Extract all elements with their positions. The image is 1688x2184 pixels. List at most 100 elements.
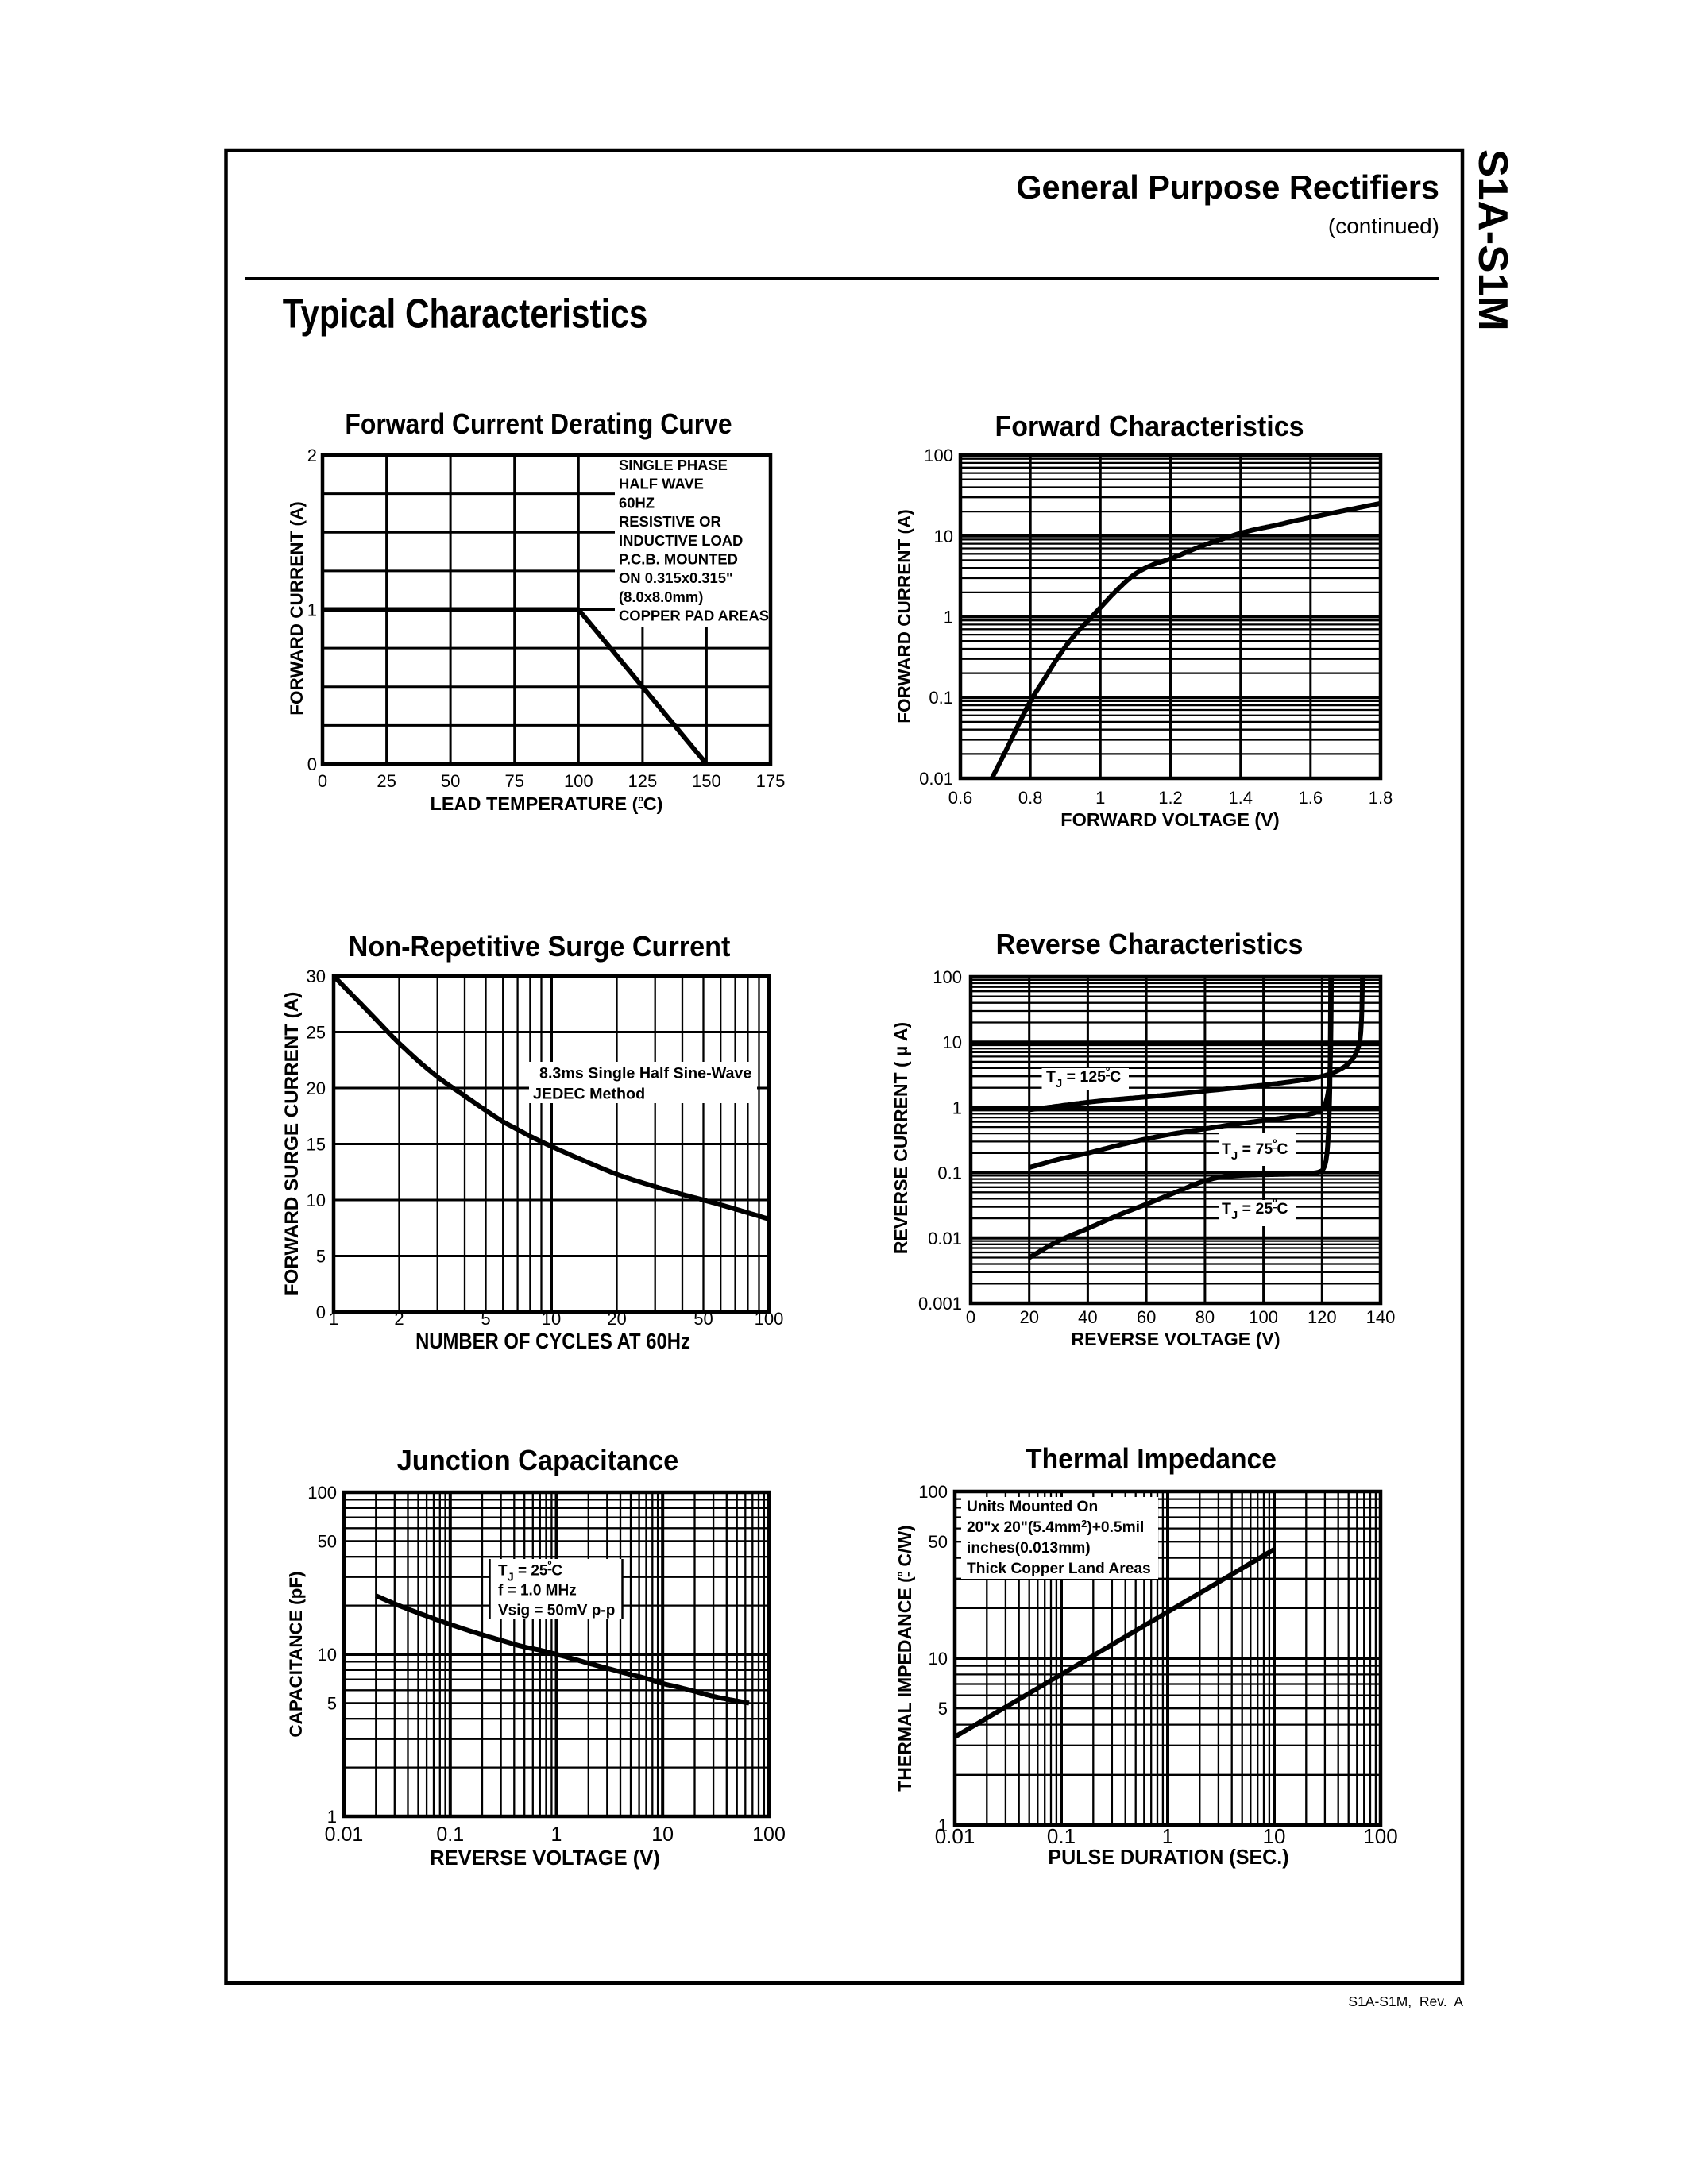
svg-text:125: 125 (628, 771, 658, 791)
svg-text:HALF WAVE: HALF WAVE (619, 476, 704, 492)
svg-text:100: 100 (918, 1482, 948, 1502)
svg-text:50: 50 (318, 1531, 337, 1551)
svg-text:50: 50 (929, 1532, 948, 1552)
svg-text:P.C.B. MOUNTED: P.C.B. MOUNTED (619, 551, 738, 568)
svg-text:0.01: 0.01 (928, 1229, 962, 1248)
svg-text:5: 5 (481, 1309, 490, 1329)
svg-text:0.01: 0.01 (919, 769, 953, 789)
svg-text:10: 10 (1263, 1824, 1286, 1848)
svg-text:0.1: 0.1 (436, 1823, 464, 1846)
svg-text:40: 40 (1078, 1307, 1097, 1327)
svg-text:20: 20 (607, 1309, 626, 1329)
svg-text:5: 5 (938, 1699, 948, 1719)
svg-text:20: 20 (1019, 1307, 1038, 1327)
svg-text:Units Mounted On: Units Mounted On (967, 1499, 1098, 1515)
svg-text:0.001: 0.001 (918, 1294, 962, 1314)
svg-text:20"x 20"(5.4mm2)+0.5mil: 20"x 20"(5.4mm2)+0.5mil (967, 1518, 1144, 1536)
svg-text:0: 0 (966, 1307, 975, 1327)
svg-text:20: 20 (307, 1078, 326, 1098)
svg-text:1: 1 (944, 608, 953, 627)
svg-text:S1A-S1M: S1A-S1M (1470, 149, 1516, 331)
svg-text:Forward Characteristics: Forward Characteristics (995, 411, 1304, 442)
svg-text:2: 2 (307, 446, 317, 465)
svg-text:120: 120 (1308, 1307, 1337, 1327)
svg-text:100: 100 (924, 446, 953, 465)
svg-text:1: 1 (329, 1309, 338, 1329)
svg-text:10: 10 (934, 527, 953, 546)
svg-text:0.1: 0.1 (929, 688, 953, 708)
svg-text:0: 0 (318, 771, 327, 791)
svg-text:COPPER PAD AREAS: COPPER PAD AREAS (619, 608, 769, 624)
svg-text:75: 75 (504, 771, 523, 791)
svg-text:(continued): (continued) (1328, 214, 1439, 238)
svg-text:50: 50 (441, 771, 460, 791)
svg-text:RESISTIVE OR: RESISTIVE OR (619, 513, 721, 530)
svg-text:0.1: 0.1 (1047, 1824, 1076, 1848)
svg-text:Thick Copper Land Areas: Thick Copper Land Areas (967, 1561, 1151, 1577)
svg-text:15: 15 (307, 1135, 326, 1155)
svg-text:1.2: 1.2 (1158, 788, 1183, 808)
svg-text:100: 100 (307, 1483, 337, 1503)
svg-text:S1A-S1M, Rev. A: S1A-S1M, Rev. A (1348, 1993, 1463, 2009)
svg-text:100: 100 (752, 1823, 786, 1846)
svg-text:Reverse Characteristics: Reverse Characteristics (996, 928, 1304, 960)
svg-text:1.4: 1.4 (1228, 788, 1253, 808)
svg-text:LEAD TEMPERATURE (ºC): LEAD TEMPERATURE (ºC) (431, 793, 663, 814)
svg-text:2: 2 (394, 1309, 404, 1329)
svg-text:10: 10 (929, 1649, 948, 1669)
svg-text:JEDEC Method: JEDEC Method (533, 1086, 645, 1103)
svg-text:REVERSE VOLTAGE (V): REVERSE VOLTAGE (V) (430, 1847, 660, 1870)
svg-text:1: 1 (1095, 788, 1105, 808)
svg-text:Non-Repetitive Surge Current: Non-Repetitive Surge Current (349, 931, 731, 963)
svg-text:ON 0.315x0.315": ON 0.315x0.315" (619, 569, 733, 586)
svg-text:1.8: 1.8 (1369, 788, 1393, 808)
svg-text:5: 5 (327, 1693, 337, 1713)
svg-text:5: 5 (316, 1247, 326, 1267)
svg-text:1: 1 (1162, 1824, 1173, 1848)
svg-text:Vsig = 50mV p-p: Vsig = 50mV p-p (498, 1603, 615, 1619)
svg-text:100: 100 (564, 771, 593, 791)
svg-text:1: 1 (551, 1823, 562, 1846)
svg-text:10: 10 (307, 1190, 326, 1210)
svg-text:0.01: 0.01 (935, 1824, 975, 1848)
svg-text:0.8: 0.8 (1018, 788, 1043, 808)
svg-text:0.01: 0.01 (325, 1823, 364, 1846)
svg-text:FORWARD VOLTAGE (V): FORWARD VOLTAGE (V) (1060, 809, 1279, 830)
svg-text:f = 1.0 MHz: f = 1.0 MHz (498, 1583, 577, 1599)
svg-text:INDUCTIVE LOAD: INDUCTIVE LOAD (619, 532, 743, 549)
svg-text:0: 0 (307, 754, 317, 774)
svg-text:10: 10 (651, 1823, 674, 1846)
svg-text:8.3ms Single Half Sine-Wave: 8.3ms Single Half Sine-Wave (539, 1065, 751, 1082)
svg-text:General Purpose Rectifiers: General Purpose Rectifiers (1016, 168, 1439, 206)
svg-text:1: 1 (307, 600, 317, 620)
svg-text:0.1: 0.1 (937, 1163, 962, 1183)
svg-text:50: 50 (693, 1309, 713, 1329)
svg-text:30: 30 (307, 967, 326, 986)
svg-text:140: 140 (1366, 1307, 1396, 1327)
svg-text:10: 10 (943, 1032, 962, 1052)
svg-text:100: 100 (1363, 1824, 1397, 1848)
svg-text:SINGLE PHASE: SINGLE PHASE (619, 457, 728, 473)
svg-text:1.6: 1.6 (1299, 788, 1323, 808)
svg-text:PULSE DURATION (SEC.): PULSE DURATION (SEC.) (1048, 1846, 1288, 1869)
svg-text:1: 1 (952, 1098, 962, 1117)
svg-text:NUMBER OF CYCLES AT 60Hz: NUMBER OF CYCLES AT 60Hz (415, 1329, 690, 1353)
svg-text:FORWARD SURGE CURRENT (A): FORWARD SURGE CURRENT (A) (281, 992, 303, 1296)
svg-text:Thermal Impedance: Thermal Impedance (1026, 1443, 1277, 1475)
svg-text:0: 0 (316, 1302, 326, 1322)
svg-text:REVERSE VOLTAGE (V): REVERSE VOLTAGE (V) (1071, 1329, 1280, 1349)
svg-text:Typical Characteristics: Typical Characteristics (283, 291, 648, 338)
svg-text:inches(0.013mm): inches(0.013mm) (967, 1540, 1091, 1557)
svg-text:CAPACITANCE (pF): CAPACITANCE (pF) (286, 1571, 306, 1737)
svg-text:60: 60 (1137, 1307, 1156, 1327)
svg-text:100: 100 (933, 967, 962, 987)
svg-text:1: 1 (938, 1815, 948, 1835)
svg-text:10: 10 (542, 1309, 561, 1329)
svg-text:Junction Capacitance: Junction Capacitance (397, 1445, 679, 1476)
svg-text:THERMAL IMPEDANCE (º C/W): THERMAL IMPEDANCE (º C/W) (894, 1525, 915, 1791)
svg-text:150: 150 (692, 771, 721, 791)
svg-text:REVERSE CURRENT ( µ A): REVERSE CURRENT ( µ A) (890, 1022, 911, 1254)
svg-text:(8.0x8.0mm): (8.0x8.0mm) (619, 588, 703, 605)
svg-text:1: 1 (327, 1807, 337, 1827)
svg-text:175: 175 (756, 771, 786, 791)
